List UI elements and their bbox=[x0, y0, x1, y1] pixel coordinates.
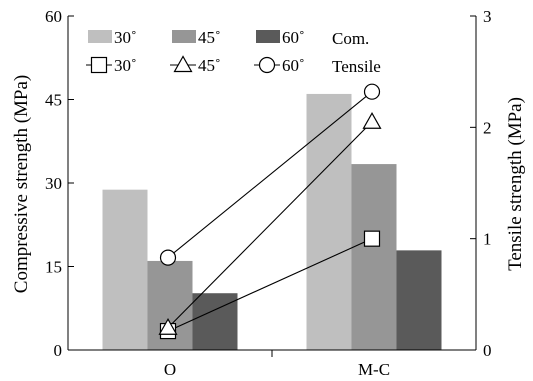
y-right-tick-label: 0 bbox=[483, 341, 492, 360]
point-2-O bbox=[158, 318, 178, 335]
bar-3-M-C bbox=[396, 250, 442, 350]
y-axis-left-title: Compressive strength (MPa) bbox=[11, 75, 32, 293]
legend-swatch-bar-2 bbox=[172, 30, 196, 43]
line-series-3 bbox=[167, 91, 373, 259]
legend: 30˚ 45˚ 60˚ Com. 30˚ 45˚ 60˚ Tensile bbox=[86, 28, 381, 76]
point-3-M-C bbox=[363, 83, 381, 100]
x-tick-label: M-C bbox=[358, 360, 390, 379]
line-group bbox=[158, 83, 382, 340]
y-axis-right-title: Tensile strength (MPa) bbox=[505, 97, 526, 271]
legend-label-line-1: 30˚ bbox=[114, 56, 137, 75]
bar-group bbox=[102, 93, 442, 350]
x-tick-label: O bbox=[164, 360, 176, 379]
bar-2-M-C bbox=[351, 164, 397, 350]
legend-marker-2 bbox=[173, 55, 193, 73]
y-left-tick-label: 45 bbox=[45, 91, 62, 110]
y-left-tick-label: 60 bbox=[45, 7, 62, 26]
y-left-tick-label: 30 bbox=[45, 174, 62, 193]
axes: 0 15 30 45 60 0 1 2 3 O M-C bbox=[45, 7, 492, 379]
point-1-M-C bbox=[363, 230, 381, 247]
y-left-tick-label: 0 bbox=[54, 341, 63, 360]
y-right-tick-label: 1 bbox=[483, 230, 492, 249]
y-right-tick-label: 2 bbox=[483, 118, 492, 137]
legend-group-label-lines: Tensile bbox=[332, 57, 381, 76]
line-series-1 bbox=[167, 238, 373, 332]
point-2-M-C bbox=[362, 112, 382, 129]
legend-label-bar-1: 30˚ bbox=[114, 28, 137, 47]
legend-group-label-bars: Com. bbox=[332, 29, 369, 48]
y-right-tick-label: 3 bbox=[483, 7, 492, 26]
legend-swatch-bar-1 bbox=[88, 30, 112, 43]
point-3-O bbox=[159, 249, 177, 266]
legend-label-line-2: 45˚ bbox=[198, 56, 221, 75]
legend-label-bar-2: 45˚ bbox=[198, 28, 221, 47]
legend-label-bar-3: 60˚ bbox=[282, 28, 305, 47]
line-series-2 bbox=[167, 121, 373, 329]
bar-3-O bbox=[192, 293, 238, 350]
legend-marker-3 bbox=[258, 56, 276, 74]
bar-1-M-C bbox=[306, 93, 352, 350]
legend-label-line-3: 60˚ bbox=[282, 56, 305, 75]
legend-swatch-bar-3 bbox=[256, 30, 280, 43]
y-left-tick-label: 15 bbox=[45, 258, 62, 277]
bar-1-O bbox=[102, 189, 148, 350]
legend-marker-1 bbox=[90, 56, 108, 74]
